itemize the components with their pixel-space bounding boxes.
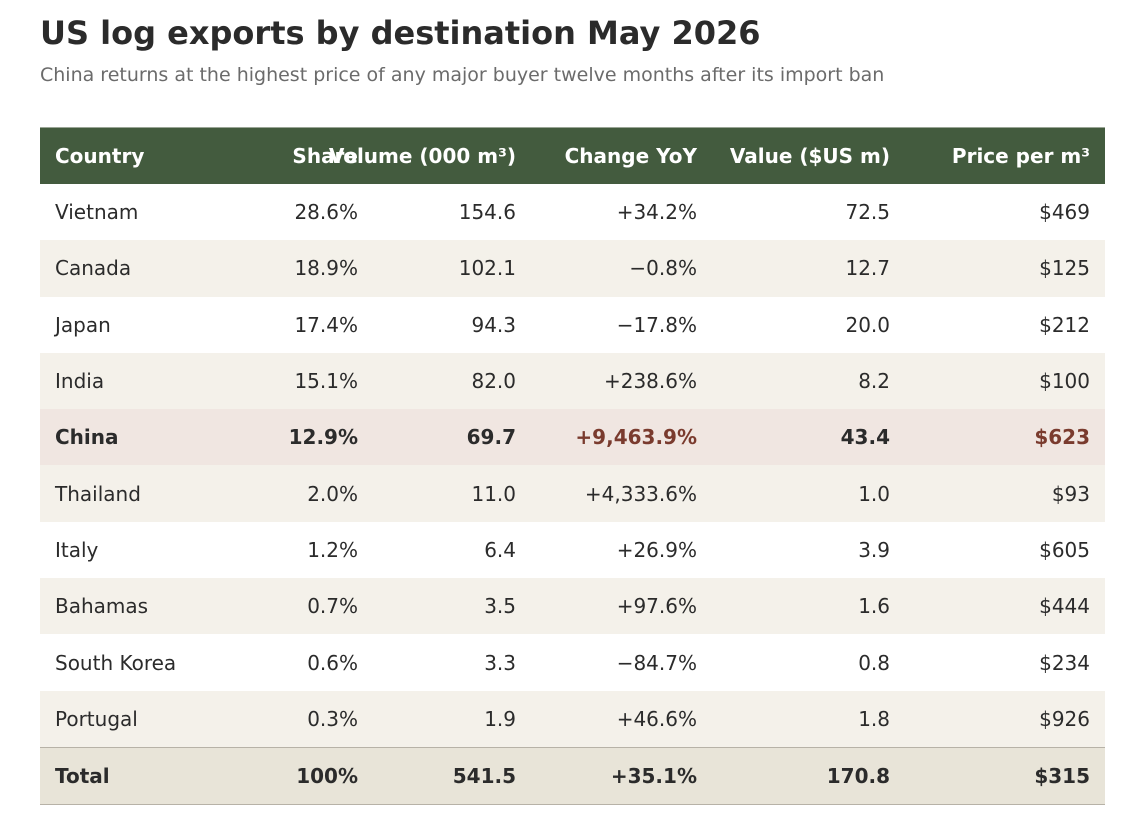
cell-price: $125 — [1039, 256, 1090, 281]
cell-value: 72.5 — [845, 200, 890, 225]
cell-value: 12.7 — [845, 256, 890, 281]
cell-price: $212 — [1039, 312, 1090, 337]
cell-country: Canada — [55, 256, 132, 281]
total-label: Total — [55, 764, 110, 789]
header-volume: Volume (000 m³) — [328, 144, 516, 168]
table-row: Italy 1.2% 6.4 +26.9% 3.9 $605 — [40, 521, 1105, 579]
cell-change-yoy: +9,463.9% — [575, 425, 697, 450]
cell-volume: 82.0 — [471, 369, 516, 394]
cell-price: $605 — [1039, 537, 1090, 562]
cell-volume: 69.7 — [466, 425, 516, 450]
table-row: South Korea 0.6% 3.3 −84.7% 0.8 $234 — [40, 634, 1105, 691]
cell-change-yoy: +97.6% — [616, 594, 697, 619]
cell-value: 43.4 — [840, 425, 890, 450]
table-row: Bahamas 0.7% 3.5 +97.6% 1.6 $444 — [40, 578, 1105, 635]
header-share: Share — [292, 144, 358, 168]
cell-share: 17.4% — [294, 312, 358, 337]
cell-share: 0.3% — [307, 706, 358, 731]
header-country: Country — [55, 144, 145, 168]
cell-change-yoy: −84.7% — [616, 650, 697, 675]
cell-price: $926 — [1039, 706, 1090, 731]
cell-country: China — [55, 425, 119, 450]
cell-share: 0.6% — [307, 650, 358, 675]
cell-value: 8.2 — [858, 369, 890, 394]
cell-value: 1.0 — [858, 481, 890, 506]
table-row: Portugal 0.3% 1.9 +46.6% 1.8 $926 — [40, 690, 1105, 747]
cell-change-yoy: −17.8% — [616, 312, 697, 337]
cell-change-yoy: +238.6% — [603, 369, 697, 394]
page-title: US log exports by destination May 2026 — [40, 14, 761, 52]
header-change-yoy: Change YoY — [564, 144, 697, 168]
cell-price: $234 — [1039, 650, 1090, 675]
cell-value: 0.8 — [858, 650, 890, 675]
cell-change-yoy: +34.2% — [616, 200, 697, 225]
header-price: Price per m³ — [951, 144, 1090, 168]
cell-share: 18.9% — [294, 256, 358, 281]
cell-share: 1.2% — [307, 537, 358, 562]
cell-price: $93 — [1051, 481, 1090, 506]
cell-value: 3.9 — [858, 537, 890, 562]
cell-volume: 3.5 — [484, 594, 516, 619]
cell-volume: 6.4 — [484, 537, 516, 562]
cell-volume: 1.9 — [484, 706, 516, 731]
header-value: Value ($US m) — [729, 144, 890, 168]
cell-country: Italy — [55, 537, 99, 562]
cell-country: Japan — [55, 312, 111, 337]
total-volume: 541.5 — [452, 764, 516, 789]
cell-share: 15.1% — [294, 369, 358, 394]
cell-share: 2.0% — [307, 481, 358, 506]
table-header-row: Country Share Volume (000 m³) Change YoY… — [40, 127, 1105, 184]
total-price: $315 — [1034, 764, 1090, 789]
total-share: 100% — [296, 764, 358, 789]
cell-price: $469 — [1039, 200, 1090, 225]
cell-volume: 3.3 — [484, 650, 516, 675]
table-row: Thailand 2.0% 11.0 +4,333.6% 1.0 $93 — [40, 465, 1105, 522]
cell-change-yoy: +46.6% — [616, 706, 697, 731]
table-row: India 15.1% 82.0 +238.6% 8.2 $100 — [40, 352, 1105, 410]
table-row: Canada 18.9% 102.1 −0.8% 12.7 $125 — [40, 240, 1105, 297]
cell-change-yoy: +4,333.6% — [584, 481, 697, 506]
cell-share: 0.7% — [307, 594, 358, 619]
cell-country: Thailand — [55, 481, 141, 506]
cell-value: 1.6 — [858, 594, 890, 619]
table-row: Vietnam 28.6% 154.6 +34.2% 72.5 $469 — [40, 184, 1105, 241]
table-row: Japan 17.4% 94.3 −17.8% 20.0 $212 — [40, 296, 1105, 353]
total-change-yoy: +35.1% — [610, 764, 697, 789]
cell-volume: 102.1 — [458, 256, 516, 281]
cell-change-yoy: −0.8% — [629, 256, 697, 281]
cell-value: 20.0 — [845, 312, 890, 337]
cell-volume: 94.3 — [471, 312, 516, 337]
cell-change-yoy: +26.9% — [616, 537, 697, 562]
table-total-row: Total 100% 541.5 +35.1% 170.8 $315 — [40, 746, 1105, 806]
exports-table: Country Share Volume (000 m³) Change YoY… — [40, 127, 1105, 806]
cell-value: 1.8 — [858, 706, 890, 731]
cell-country: South Korea — [55, 650, 177, 675]
cell-share: 28.6% — [294, 200, 358, 225]
cell-country: Portugal — [55, 706, 138, 731]
total-value: 170.8 — [826, 764, 890, 789]
cell-price: $623 — [1034, 425, 1090, 450]
cell-price: $444 — [1039, 594, 1090, 619]
table-row-highlighted: China 12.9% 69.7 +9,463.9% 43.4 $623 — [40, 409, 1105, 466]
cell-country: Bahamas — [55, 594, 149, 619]
cell-share: 12.9% — [288, 425, 358, 450]
page-subtitle: China returns at the highest price of an… — [40, 64, 885, 86]
cell-country: India — [55, 369, 105, 394]
cell-volume: 11.0 — [471, 481, 516, 506]
cell-country: Vietnam — [55, 200, 139, 225]
cell-volume: 154.6 — [458, 200, 516, 225]
cell-price: $100 — [1039, 369, 1090, 394]
